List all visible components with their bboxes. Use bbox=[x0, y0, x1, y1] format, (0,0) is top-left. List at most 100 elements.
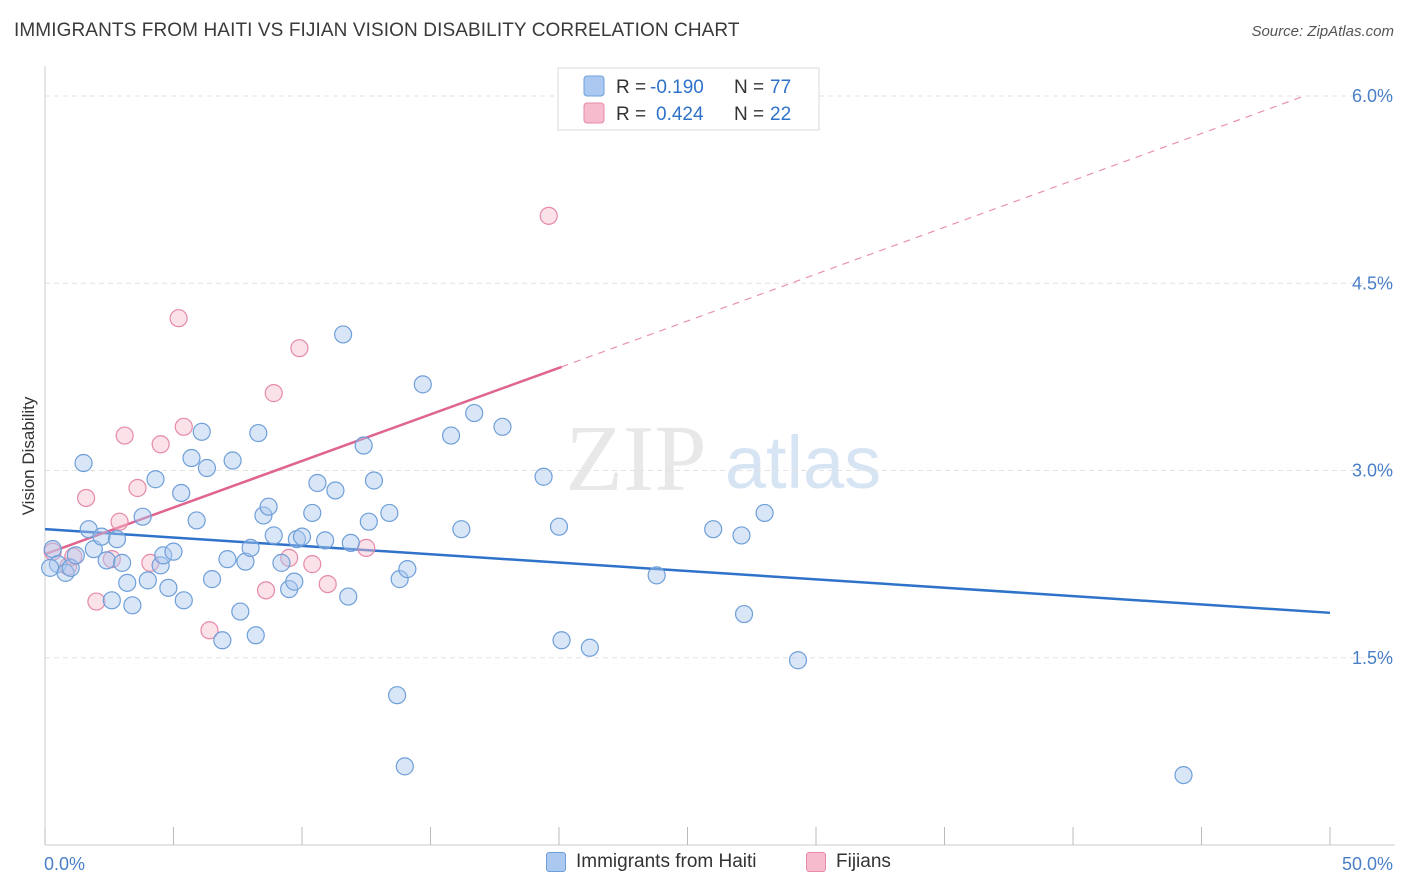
haiti-point bbox=[326, 481, 345, 500]
fiji-point bbox=[290, 339, 309, 358]
haiti-point bbox=[92, 527, 111, 546]
haiti-point bbox=[285, 572, 304, 591]
haiti-point bbox=[580, 638, 599, 657]
haiti-point bbox=[364, 471, 384, 490]
fiji-point bbox=[200, 621, 219, 640]
haiti-point bbox=[334, 325, 353, 344]
haiti-point bbox=[647, 566, 666, 585]
legend-fiji-n-value: 22 bbox=[770, 104, 791, 125]
haiti-point bbox=[241, 538, 260, 557]
haiti-points bbox=[41, 325, 1193, 785]
haiti-point bbox=[112, 553, 132, 572]
haiti-point bbox=[292, 527, 312, 546]
legend-fiji-n-label: N = bbox=[734, 104, 769, 125]
y-axis-label: Vision Disability bbox=[19, 396, 38, 515]
legend-haiti-n-label: N = bbox=[734, 77, 769, 98]
chart-title: IMMIGRANTS FROM HAITI VS FIJIAN VISION D… bbox=[14, 20, 740, 41]
fiji-point bbox=[115, 426, 134, 445]
haiti-point bbox=[197, 458, 217, 478]
haiti-point bbox=[552, 631, 571, 650]
haiti-point bbox=[390, 570, 409, 589]
legend-item-haiti: Immigrants from Haiti bbox=[546, 851, 757, 873]
haiti-point bbox=[146, 470, 165, 489]
haiti-point bbox=[236, 552, 255, 571]
haiti-point bbox=[359, 512, 378, 531]
haiti-point bbox=[154, 546, 173, 565]
haiti-point bbox=[182, 448, 201, 468]
fijian-points bbox=[43, 206, 558, 640]
haiti-point bbox=[264, 526, 283, 545]
haiti-point bbox=[246, 626, 265, 645]
fiji-point bbox=[357, 538, 376, 557]
haiti-point bbox=[41, 558, 60, 577]
haiti-point bbox=[549, 517, 569, 536]
fiji-point bbox=[303, 555, 322, 574]
haiti-point bbox=[172, 483, 191, 503]
haiti-point bbox=[354, 436, 373, 455]
correlation-legend: R = -0.190 N = 77 R = 0.424 N = 22 bbox=[557, 67, 820, 131]
y-tick-label: 6.0% bbox=[1352, 86, 1393, 106]
fiji-point bbox=[128, 478, 147, 498]
haiti-point bbox=[452, 520, 471, 539]
legend-haiti-n-value: 77 bbox=[770, 77, 791, 98]
haiti-point bbox=[223, 451, 242, 470]
haiti-point bbox=[164, 542, 183, 561]
haiti-point bbox=[231, 602, 250, 621]
haiti-point bbox=[118, 573, 137, 592]
grid-lines bbox=[45, 95, 1395, 659]
source-label: Source: ZipAtlas.com bbox=[1251, 23, 1394, 40]
haiti-point bbox=[97, 551, 116, 570]
legend-swatch-haiti bbox=[546, 852, 566, 872]
legend-label-haiti: Immigrants from Haiti bbox=[576, 851, 757, 872]
trend-lines bbox=[44, 95, 1331, 615]
legend-item-fiji: Fijians bbox=[806, 851, 891, 873]
legend-haiti-r-value: -0.190 bbox=[650, 77, 704, 98]
legend-fiji-r-label: R = bbox=[616, 104, 651, 125]
legend-fiji-swatch bbox=[583, 102, 605, 124]
trend-line-fiji-extension bbox=[561, 95, 1305, 368]
tick-labels: 1.5% 3.0% 4.5% 6.0% 0.0% 50.0% bbox=[44, 86, 1393, 874]
haiti-point bbox=[138, 571, 157, 590]
legend-label-fiji: Fijians bbox=[836, 851, 891, 872]
haiti-point bbox=[133, 507, 152, 526]
trend-line-fiji bbox=[44, 365, 562, 556]
haiti-point bbox=[788, 651, 808, 670]
haiti-point bbox=[395, 757, 414, 776]
haiti-point bbox=[259, 497, 278, 516]
haiti-point bbox=[218, 550, 237, 569]
fiji-point bbox=[169, 309, 188, 328]
legend-haiti-swatch bbox=[583, 75, 605, 97]
haiti-point bbox=[380, 503, 399, 523]
fiji-point bbox=[174, 417, 193, 436]
trend-line-haiti bbox=[44, 527, 1331, 615]
fiji-point bbox=[77, 488, 96, 508]
haiti-point bbox=[254, 506, 273, 525]
haiti-point bbox=[308, 473, 327, 493]
haiti-point bbox=[413, 375, 432, 394]
haiti-point bbox=[187, 511, 206, 530]
legend-haiti-r-label: R = bbox=[616, 77, 651, 98]
fiji-point bbox=[264, 384, 283, 403]
watermark-zip: ZIP bbox=[566, 407, 707, 511]
haiti-point bbox=[102, 591, 121, 610]
legend-fiji-r-value: 0.424 bbox=[656, 104, 704, 125]
haiti-point bbox=[755, 503, 774, 523]
axes bbox=[44, 66, 1395, 846]
haiti-point bbox=[704, 520, 723, 539]
haiti-point bbox=[734, 604, 754, 624]
y-tick-label: 3.0% bbox=[1352, 461, 1393, 481]
haiti-point bbox=[465, 403, 484, 423]
haiti-point bbox=[339, 587, 358, 606]
haiti-point bbox=[732, 526, 751, 545]
haiti-point bbox=[74, 453, 93, 473]
haiti-point bbox=[174, 591, 193, 610]
fiji-point bbox=[151, 435, 170, 454]
haiti-point bbox=[213, 631, 232, 650]
haiti-point bbox=[534, 467, 553, 486]
haiti-point bbox=[1174, 765, 1193, 785]
haiti-point bbox=[398, 560, 417, 579]
haiti-point bbox=[107, 530, 127, 549]
y-tick-label: 1.5% bbox=[1352, 648, 1393, 668]
haiti-point bbox=[249, 423, 268, 443]
